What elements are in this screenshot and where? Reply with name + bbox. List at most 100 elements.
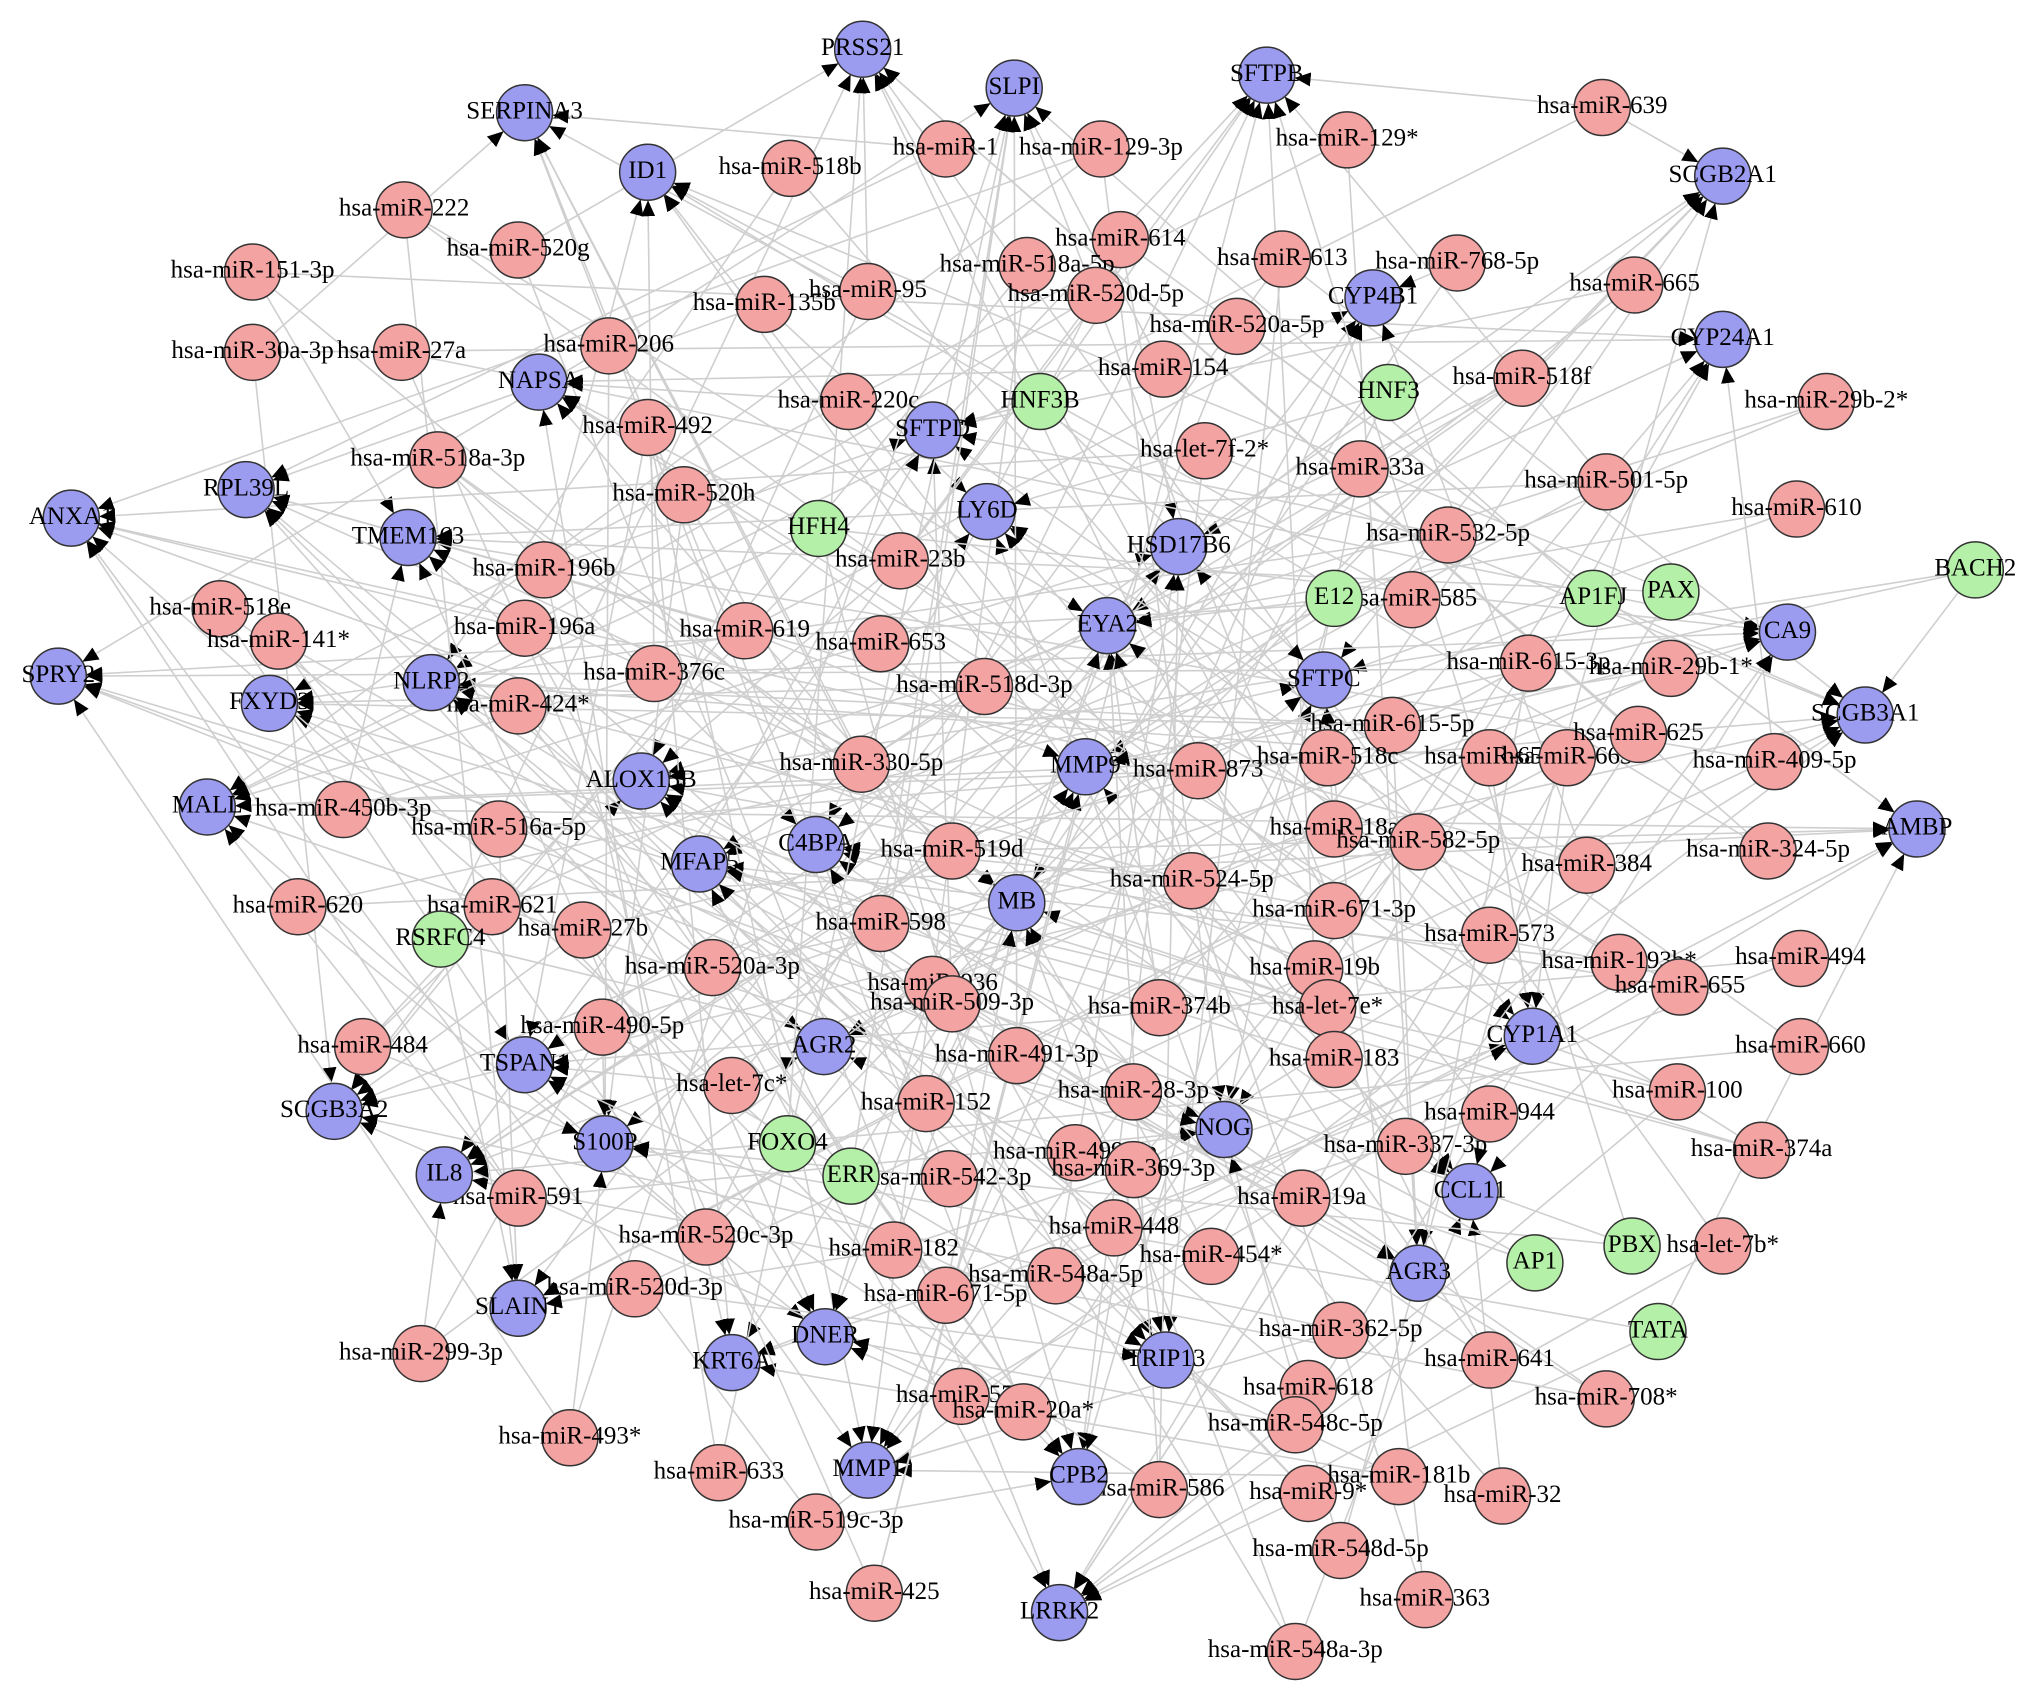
- mirna-label: hsa-miR-548c-5p: [1208, 1410, 1383, 1437]
- mirna-label: hsa-miR-206: [544, 331, 675, 358]
- edge: [1391, 725, 1424, 1274]
- mirna-label: hsa-miR-374b: [1088, 992, 1231, 1019]
- mirna-node: [1460, 1085, 1519, 1143]
- mirna-label: hsa-miR-615-3p: [1446, 648, 1610, 675]
- mirna-node: [832, 735, 891, 793]
- mirna-node: [489, 677, 547, 735]
- edge: [439, 938, 519, 1309]
- edge: [70, 517, 817, 1523]
- tf-label: FOXO4: [747, 1128, 828, 1155]
- mirna-label: hsa-miR-591: [453, 1183, 584, 1210]
- gene-node: [1758, 603, 1817, 661]
- mirna-label: hsa-miR-665: [1569, 270, 1700, 297]
- gene-label: AGR3: [1386, 1258, 1451, 1285]
- gene-node: [833, 20, 892, 78]
- mirna-label: hsa-miR-660: [1735, 1031, 1866, 1058]
- gene-label: CA9: [1764, 617, 1811, 644]
- mirna-label: hsa-miR-182: [828, 1235, 959, 1262]
- mirna-node: [955, 657, 1014, 716]
- mirna-label: hsa-miR-129-3p: [1019, 134, 1183, 161]
- mirna-label: hsa-miR-33a: [1295, 454, 1424, 481]
- mirna-node: [1396, 1570, 1454, 1629]
- edge: [824, 1335, 1296, 1426]
- edge: [538, 377, 849, 403]
- edge: [789, 167, 1533, 1037]
- edge: [860, 175, 1724, 765]
- edge: [71, 517, 525, 629]
- mirna-node: [1376, 1117, 1435, 1176]
- mirna-label: hsa-miR-519d: [881, 836, 1025, 863]
- edge: [71, 517, 1199, 772]
- gene-node: [379, 508, 437, 567]
- gene-label: ALOX15B: [586, 766, 697, 793]
- mirna-node: [1739, 822, 1797, 880]
- gene-label: IL8: [426, 1160, 462, 1187]
- mirna-node: [580, 317, 638, 375]
- edge: [245, 489, 852, 1177]
- edge: [251, 271, 409, 538]
- gene-node: [795, 1017, 853, 1076]
- mirna-label: hsa-let-7c*: [676, 1070, 787, 1097]
- mirna-label: hsa-miR-29b-1*: [1589, 653, 1753, 680]
- nodes: hsa-miR-1 hsa-miR-129-3p hsa-miR-129* hsa-m…: [21, 20, 2016, 1681]
- mirna-node: [1460, 1331, 1519, 1389]
- edge: [403, 209, 1108, 627]
- mirna-node: [1208, 297, 1266, 356]
- mirna-node: [1072, 120, 1130, 178]
- gene-label: SCGB2A1: [1669, 161, 1777, 188]
- mirna-label: hsa-miR-362-5p: [1259, 1315, 1423, 1342]
- edge: [70, 517, 789, 1145]
- tf-label: AP1FJ: [1559, 583, 1627, 610]
- mirna-label: hsa-miR-663: [1502, 742, 1633, 769]
- edge: [640, 780, 1536, 1264]
- mirna-node: [1493, 349, 1551, 407]
- edge: [245, 488, 1587, 867]
- mirna-label: hsa-miR-641: [1424, 1345, 1555, 1372]
- edge: [443, 284, 1636, 1176]
- gene-node: [495, 83, 554, 142]
- mirna-node: [489, 1169, 547, 1227]
- gene-label: ANXA1: [29, 503, 114, 530]
- mirna-node: [223, 323, 282, 382]
- gene-label: SFTPC: [1287, 665, 1361, 692]
- mirna-node: [1573, 78, 1632, 137]
- edge: [343, 545, 1179, 811]
- mirna-node: [375, 181, 433, 239]
- gene-label: MALL: [172, 792, 243, 819]
- mirna-label: hsa-miR-598: [816, 908, 947, 935]
- mirna-label: hsa-miR-653: [816, 628, 947, 655]
- tf-label: PBX: [1608, 1231, 1657, 1258]
- mirna-label: hsa-miR-448: [1049, 1213, 1180, 1240]
- mirna-node: [554, 901, 612, 959]
- gene-label: NOG: [1197, 1114, 1251, 1141]
- mirna-node: [1266, 1622, 1325, 1681]
- mirna-label: hsa-miR-620: [233, 891, 364, 918]
- edge: [1266, 72, 1603, 109]
- edge: [420, 1174, 446, 1354]
- mirna-node: [625, 644, 683, 703]
- gene-label: SLPI: [989, 73, 1040, 100]
- gene-label: SCGB3A2: [280, 1096, 388, 1123]
- mirna-label: hsa-miR-518f: [1453, 363, 1593, 390]
- edge: [569, 1143, 607, 1438]
- mirna-node: [1642, 639, 1700, 698]
- mirna-label: hsa-miR-610: [1731, 494, 1862, 521]
- edge: [1158, 679, 1325, 1009]
- edge: [407, 532, 1671, 593]
- edge: [1039, 74, 1268, 402]
- mirna-label: hsa-miR-409-5p: [1693, 746, 1857, 773]
- edge: [1106, 624, 1491, 936]
- gene-node: [1149, 517, 1208, 576]
- mirna-label: hsa-miR-520d-3p: [547, 1274, 723, 1301]
- mirna-label: hsa-miR-520d-5p: [1008, 280, 1184, 307]
- edge: [70, 517, 1678, 1093]
- gene-label: NAPSA: [498, 367, 580, 394]
- mirna-label: hsa-let-7e*: [1272, 992, 1383, 1019]
- gene-label: CCL11: [1434, 1176, 1507, 1203]
- gene-label: SCGB3A1: [1811, 700, 1919, 727]
- edge: [634, 1288, 1166, 1362]
- gene-label: MFAP5: [660, 849, 739, 876]
- gene-label: S100P: [572, 1128, 637, 1155]
- mirna-label: hsa-miR-151-3p: [171, 257, 335, 284]
- mirna-node: [1253, 230, 1312, 288]
